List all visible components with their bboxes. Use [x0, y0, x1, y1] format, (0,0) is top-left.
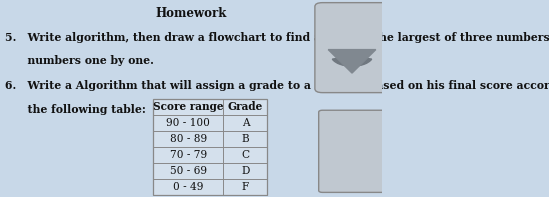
FancyBboxPatch shape: [318, 110, 385, 192]
Text: A: A: [242, 118, 249, 128]
Text: the following table:: the following table:: [4, 104, 145, 115]
FancyBboxPatch shape: [315, 3, 389, 93]
Wedge shape: [332, 58, 372, 66]
Text: D: D: [241, 166, 250, 176]
Text: 70 - 79: 70 - 79: [170, 150, 207, 160]
Text: 6.   Write a Algorithm that will assign a grade to a student, based on his final: 6. Write a Algorithm that will assign a …: [4, 80, 549, 91]
Text: 50 - 69: 50 - 69: [170, 166, 207, 176]
Text: 5.   Write algorithm, then draw a flowchart to find and print the largest of thr: 5. Write algorithm, then draw a flowchar…: [4, 32, 549, 43]
Text: C: C: [242, 150, 249, 160]
Text: B: B: [242, 134, 249, 144]
Text: 80 - 89: 80 - 89: [170, 134, 207, 144]
FancyBboxPatch shape: [153, 98, 267, 195]
Text: Score range: Score range: [153, 101, 223, 112]
Text: F: F: [242, 182, 249, 192]
Text: 0 - 49: 0 - 49: [173, 182, 204, 192]
Text: Homework: Homework: [155, 7, 227, 20]
Polygon shape: [328, 50, 376, 73]
Text: 90 - 100: 90 - 100: [166, 118, 210, 128]
Text: numbers one by one.: numbers one by one.: [4, 56, 153, 66]
Text: Grade: Grade: [228, 101, 263, 112]
